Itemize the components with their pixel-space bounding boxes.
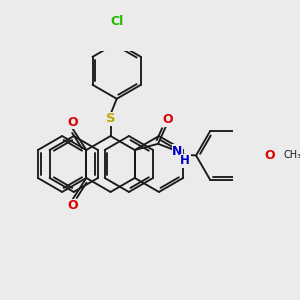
Text: O: O — [163, 113, 173, 126]
Text: H: H — [180, 154, 190, 167]
Text: N: N — [172, 145, 183, 158]
Text: CH₃: CH₃ — [283, 151, 300, 160]
Text: O: O — [67, 116, 78, 129]
Text: S: S — [106, 112, 115, 125]
Text: Cl: Cl — [110, 15, 123, 28]
Text: O: O — [67, 200, 78, 212]
Text: O: O — [265, 149, 275, 162]
